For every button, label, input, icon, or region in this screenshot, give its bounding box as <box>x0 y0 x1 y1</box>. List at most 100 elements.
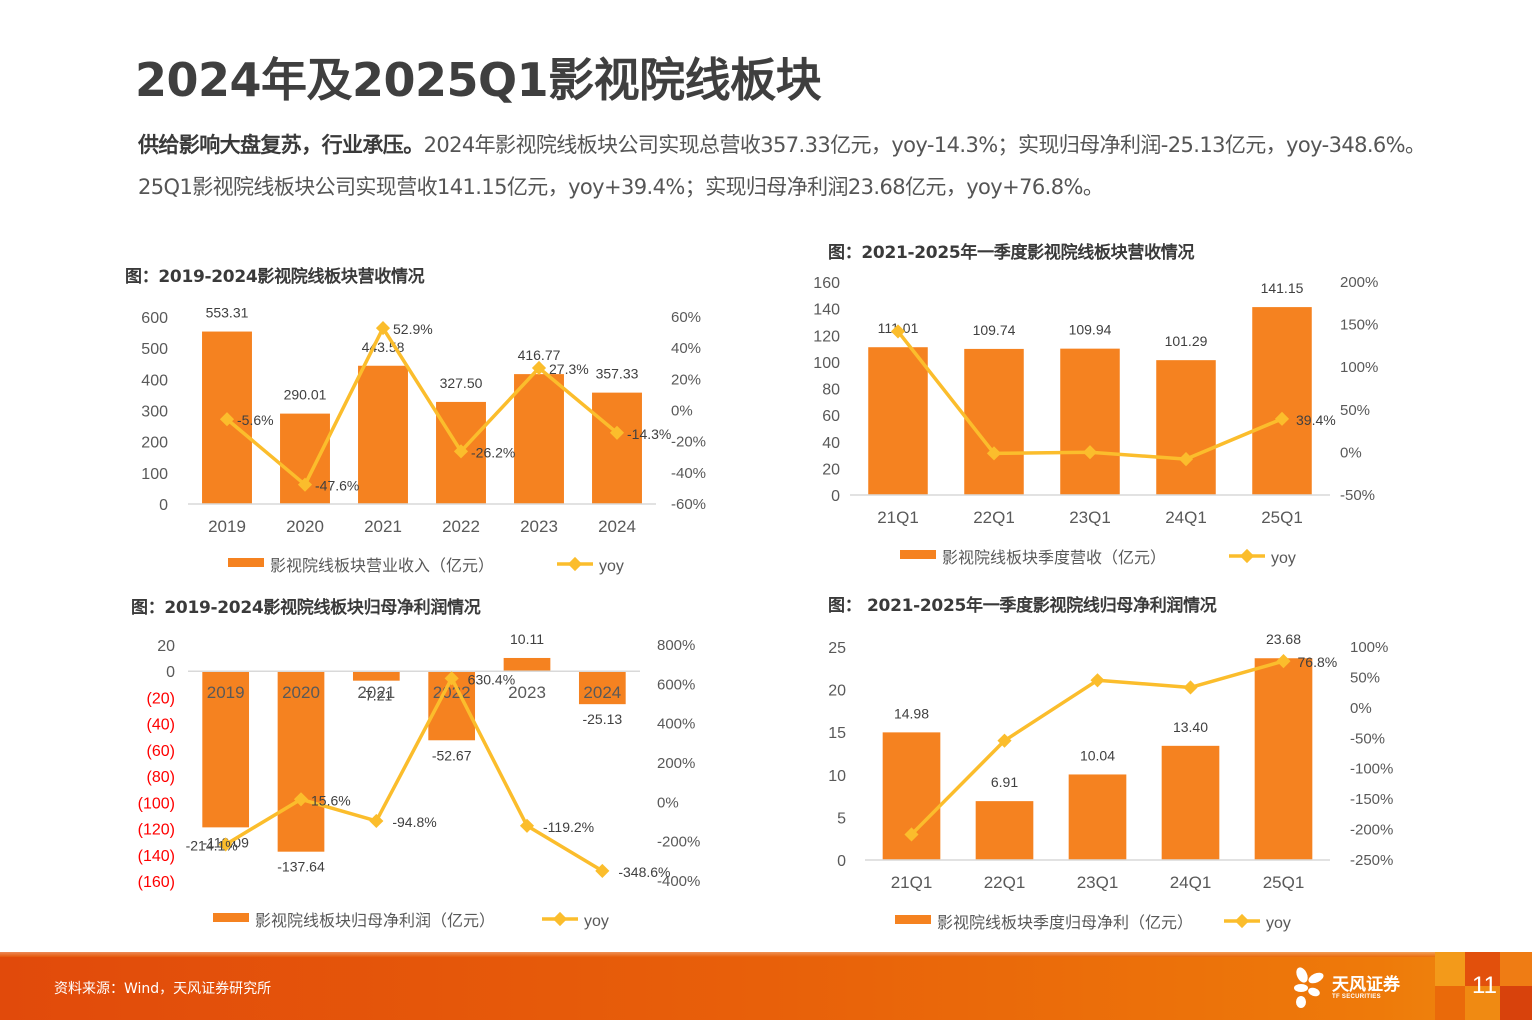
x-axis-tick-label: 2023 <box>520 517 558 536</box>
x-axis-tick-label: 2023 <box>508 683 546 702</box>
y-axis-tick-label: 40 <box>822 435 840 452</box>
y2-axis-tick-label: 400% <box>657 716 695 733</box>
y2-axis-tick-label: 200% <box>657 755 695 772</box>
bar-data-label: 23.68 <box>1266 631 1301 647</box>
x-axis-tick-label: 2020 <box>286 517 324 536</box>
yoy-marker <box>453 444 469 459</box>
bar <box>1060 348 1120 495</box>
y2-axis-tick-label: 100% <box>1340 359 1378 376</box>
bar-data-label: 13.40 <box>1173 719 1208 735</box>
bar <box>592 392 642 504</box>
y-axis-tick-label: 120 <box>813 328 840 345</box>
x-axis-tick-label: 23Q1 <box>1069 508 1111 527</box>
yoy-line <box>224 676 604 873</box>
y-axis-tick-label: 0 <box>831 488 840 505</box>
y-axis-tick-label: (40) <box>147 717 175 734</box>
x-axis-tick-label: 2021 <box>364 517 402 536</box>
y2-axis-tick-label: -200% <box>1350 822 1393 839</box>
bar <box>277 671 325 852</box>
x-axis-tick-label: 24Q1 <box>1165 508 1207 527</box>
tf-securities-logo: 天风证券 TF SECURITIES <box>1292 966 1422 1010</box>
yoy-data-label: 27.3% <box>549 361 589 377</box>
yoy-data-label: -119.2% <box>543 819 594 835</box>
chart-title-annual-profit: 图：2019-2024影视院线板块归母净利润情况 <box>131 598 481 618</box>
legend-line-marker <box>567 556 583 572</box>
x-axis-tick-label: 25Q1 <box>1261 508 1303 527</box>
yoy-marker <box>609 425 625 440</box>
yoy-data-label: 15.6% <box>311 792 351 808</box>
legend-bar-swatch <box>228 558 264 567</box>
bar <box>578 671 626 705</box>
legend-bar-swatch <box>895 915 931 924</box>
x-axis-tick-label: 23Q1 <box>1077 873 1119 892</box>
bar-data-label: 14.98 <box>894 705 929 721</box>
x-axis-tick-label: 24Q1 <box>1170 873 1212 892</box>
y-axis-tick-label: 100 <box>813 355 840 372</box>
footer-bar: 资料来源：Wind，天风证券研究所 天风证券 TF SECURITIES 11 <box>0 952 1532 1020</box>
y2-axis-tick-label: 0% <box>1340 444 1362 461</box>
bar <box>1161 745 1220 860</box>
yoy-marker <box>1178 452 1194 467</box>
y-axis-tick-label: 100 <box>141 466 168 483</box>
y2-axis-tick-label: 50% <box>1340 402 1370 419</box>
y-axis-tick-label: 300 <box>141 404 168 421</box>
yoy-marker <box>369 813 384 829</box>
x-axis-tick-label: 2019 <box>208 517 246 536</box>
y2-axis-tick-label: -40% <box>671 465 706 482</box>
yoy-data-label: -5.6% <box>237 412 274 428</box>
bar-data-label: 416.77 <box>518 347 561 363</box>
y-axis-tick-label: 160 <box>813 275 840 292</box>
yoy-data-label: 52.9% <box>393 321 433 337</box>
y2-axis-tick-label: 50% <box>1350 669 1380 686</box>
bar-data-label: 101.29 <box>1165 333 1208 349</box>
y2-axis-tick-label: -100% <box>1350 761 1393 778</box>
logo-flower-icon <box>1294 967 1324 1008</box>
chart-title-q1-profit: 图： 2021-2025年一季度影视院线归母净利润情况 <box>828 596 1217 616</box>
legend-bar-label: 影视院线板块归母净利润（亿元） <box>255 912 495 930</box>
footer-source: 资料来源：Wind，天风证券研究所 <box>54 981 272 997</box>
y2-axis-tick-label: -250% <box>1350 852 1393 869</box>
legend-line-label: yoy <box>1266 915 1291 932</box>
legend-bar-swatch <box>213 913 249 922</box>
y-axis-tick-label: 0 <box>837 853 846 870</box>
bar-data-label: -7.21 <box>360 688 392 704</box>
yoy-marker <box>218 837 233 852</box>
y-axis-tick-label: 20 <box>157 638 175 655</box>
x-axis-tick-label: 2020 <box>282 683 320 702</box>
yoy-data-label: -348.6% <box>618 864 670 880</box>
bar <box>202 671 250 828</box>
yoy-data-label: 76.8% <box>1298 654 1338 670</box>
y-axis-tick-label: 80 <box>822 382 840 399</box>
legend-line-marker <box>552 911 568 927</box>
x-axis-tick-label: 2024 <box>583 683 621 702</box>
bar-data-label: 327.50 <box>440 375 483 391</box>
bar-data-label: 553.31 <box>206 305 249 321</box>
y-axis-tick-label: 5 <box>837 810 846 827</box>
bar-data-label: 109.74 <box>973 322 1016 338</box>
chart-title-annual-revenue: 图：2019-2024影视院线板块营收情况 <box>125 267 425 287</box>
summary-body: 2024年影视院线板块公司实现总营收357.33亿元，yoy-14.3%；实现归… <box>138 133 1426 199</box>
yoy-marker <box>375 320 391 336</box>
y2-axis-tick-label: 0% <box>657 794 679 811</box>
yoy-marker <box>595 863 610 878</box>
yoy-marker <box>1082 445 1098 460</box>
bar-data-label: 141.15 <box>1261 280 1304 296</box>
y-axis-tick-label: 60 <box>822 408 840 425</box>
y2-axis-tick-label: 200% <box>1340 274 1378 291</box>
y-axis-tick-label: (60) <box>147 743 175 760</box>
y-axis-tick-label: 10 <box>828 768 846 785</box>
y-axis-tick-label: (160) <box>138 874 175 891</box>
yoy-marker <box>219 412 235 427</box>
y-axis-tick-label: 600 <box>141 310 168 327</box>
yoy-data-label: 630.4% <box>468 671 515 687</box>
y-axis-tick-label: (80) <box>147 769 175 786</box>
yoy-data-label: 39.4% <box>1296 412 1336 428</box>
bar <box>975 801 1034 860</box>
yoy-marker <box>1090 673 1105 688</box>
y2-axis-tick-label: 0% <box>1350 700 1372 717</box>
yoy-marker <box>1276 654 1291 669</box>
y2-axis-tick-label: 150% <box>1340 317 1378 334</box>
y-axis-tick-label: 0 <box>159 497 168 514</box>
